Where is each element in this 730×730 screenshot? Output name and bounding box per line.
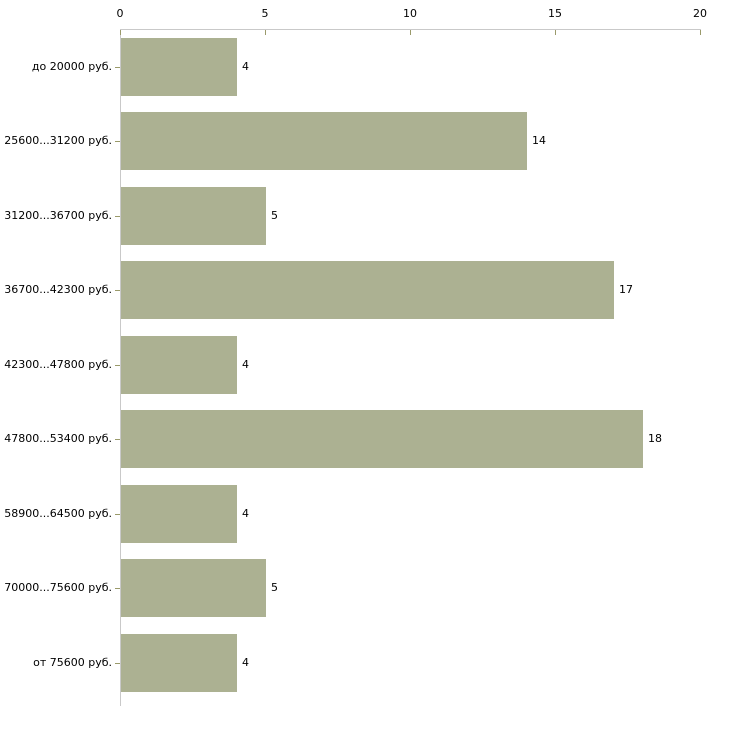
bar [121,186,266,245]
bar-value-label: 5 [271,581,278,595]
bar [121,484,237,543]
y-tick-mark [115,67,120,68]
bar-value-label: 4 [242,506,249,520]
y-tick-mark [115,141,120,142]
bar [121,633,237,692]
bar [121,261,614,320]
bar-value-label: 14 [532,134,546,148]
y-tick-mark [115,439,120,440]
category-label: 31200...36700 руб. [4,208,112,222]
x-tick-mark [410,30,411,35]
bar [121,559,266,618]
bar-value-label: 4 [242,357,249,371]
category-label: 25600...31200 руб. [4,134,112,148]
x-tick-label: 0 [116,7,124,20]
y-tick-mark [115,663,120,664]
bar [121,112,527,171]
x-tick-mark [120,30,121,35]
x-axis-line [120,29,701,30]
x-tick-label: 5 [261,7,269,20]
category-label: 58900...64500 руб. [4,506,112,520]
x-tick-mark [700,30,701,35]
bar-value-label: 5 [271,208,278,222]
y-tick-mark [115,588,120,589]
x-tick-mark [555,30,556,35]
y-axis-line [120,29,121,706]
y-tick-mark [115,365,120,366]
y-tick-mark [115,290,120,291]
category-label: до 20000 руб. [31,59,112,73]
bar-value-label: 4 [242,655,249,669]
category-label: 70000...75600 руб. [4,581,112,595]
y-tick-mark [115,216,120,217]
x-tick-mark [265,30,266,35]
x-tick-label: 15 [548,7,562,20]
bar-value-label: 4 [242,59,249,73]
category-label: 36700...42300 руб. [4,283,112,297]
x-tick-label: 20 [693,7,707,20]
bar [121,37,237,96]
bar-value-label: 17 [619,283,633,297]
category-label: от 75600 руб. [33,655,112,669]
category-label: 42300...47800 руб. [4,357,112,371]
x-tick-label: 10 [403,7,417,20]
bar [121,410,643,469]
bar-value-label: 18 [648,432,662,446]
category-label: 47800...53400 руб. [4,432,112,446]
y-tick-mark [115,514,120,515]
bar [121,335,237,394]
